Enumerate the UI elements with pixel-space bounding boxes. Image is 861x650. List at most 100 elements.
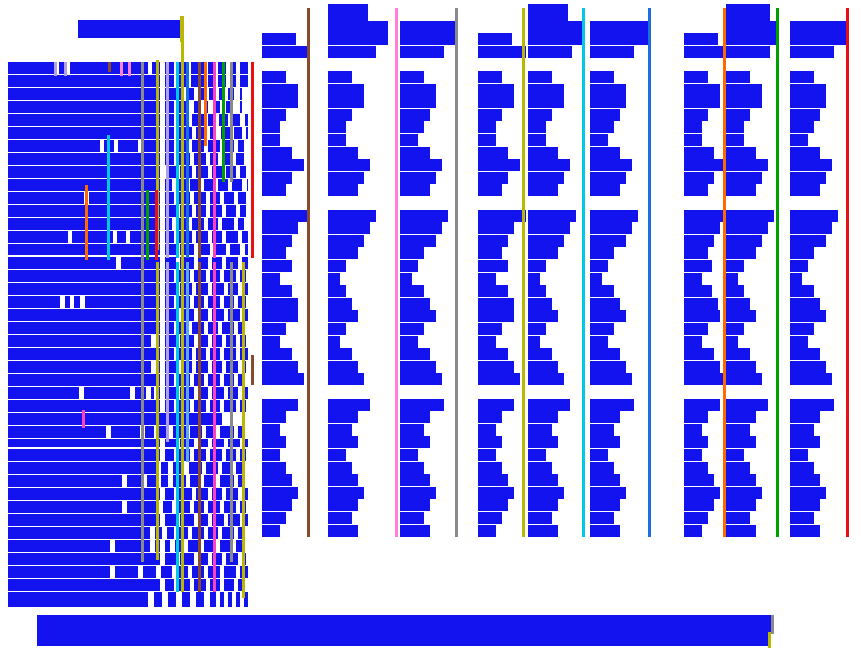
conservation-gap [246,449,249,461]
conservation-gap [160,400,165,412]
conservation-gap [113,231,117,243]
conservation-gap [160,296,165,308]
column-group-row [726,171,762,184]
feature-line-23[interactable] [156,262,159,560]
group-edge-marker-g3[interactable] [455,8,458,538]
column-group-row [790,83,826,96]
column-group-row [328,234,364,247]
group-edge-marker-g6[interactable] [648,8,651,538]
column-group-row [528,297,552,310]
column-group-row [328,398,370,411]
feature-line-33[interactable] [82,410,85,428]
group-edge-marker-g4[interactable] [522,8,525,538]
feature-line-9[interactable] [176,62,179,258]
conservation-gap [246,400,249,412]
column-group-row [726,449,744,461]
conservation-gap [222,335,226,347]
feature-line-16[interactable] [230,62,233,182]
conservation-gap [64,62,70,74]
column-group-row [726,96,762,109]
conservation-gap [194,439,198,448]
group-edge-marker-g1[interactable] [307,8,310,538]
column-group-row [726,234,762,247]
feature-line-6[interactable] [141,62,144,262]
column-group-row [684,524,702,537]
conservation-gap [176,592,182,607]
column-group-row [790,436,820,449]
bottom-bar-segment-1[interactable] [37,615,773,632]
feature-line-18[interactable] [85,185,88,260]
conservation-gap [238,387,242,399]
column-group-row [400,121,424,134]
feature-line-17[interactable] [251,62,254,258]
feature-line-7[interactable] [156,60,159,250]
column-group-row [528,171,564,184]
feature-line-3[interactable] [108,62,111,72]
column-group-row [528,33,583,46]
feature-line-31[interactable] [242,262,245,598]
bottom-bar-edge-marker-1[interactable] [771,615,774,634]
group-edge-marker-g5[interactable] [582,8,585,538]
column-group-row [790,474,820,487]
conservation-gap [246,361,249,373]
conservation-gap [160,101,165,113]
column-group-row [328,209,376,222]
conservation-gap [68,231,72,243]
feature-line-11[interactable] [186,62,189,258]
conservation-gap [172,218,176,230]
conservation-gap [220,501,224,513]
feature-line-4[interactable] [120,62,123,76]
column-group-row [684,234,714,247]
feature-line-8[interactable] [166,62,169,258]
conservation-gap [202,462,206,474]
bottom-bar-edge-marker-2[interactable] [768,632,771,648]
feature-line-12[interactable] [198,62,201,258]
column-group-row [528,323,546,335]
conservation-gap [122,475,127,487]
column-group-row [590,423,614,436]
feature-line-21[interactable] [155,190,158,260]
group-edge-marker-g8[interactable] [776,8,779,538]
feature-line-19[interactable] [107,135,110,260]
feature-line-15[interactable] [222,62,225,182]
band-separator [8,255,248,257]
column-group-row [590,360,626,373]
feature-line-10[interactable] [181,16,184,262]
top-bar-segment-1[interactable] [78,20,182,38]
feature-line-28[interactable] [198,262,201,592]
feature-line-25[interactable] [176,262,179,592]
feature-line-22[interactable] [141,262,144,562]
feature-line-27[interactable] [186,262,189,462]
column-group-row [528,474,558,487]
feature-line-1[interactable] [54,62,57,76]
feature-line-20[interactable] [146,190,149,260]
conservation-gap [208,387,212,399]
feature-line-2[interactable] [64,62,67,76]
feature-line-32[interactable] [251,355,254,385]
feature-line-26[interactable] [181,262,184,592]
column-group-row [400,411,430,424]
feature-line-29[interactable] [213,262,216,592]
column-group-row [528,222,570,235]
conservation-gap [151,361,156,373]
feature-line-24[interactable] [166,262,169,442]
column-group-row [590,83,626,96]
conservation-gap [192,166,196,178]
column-group-row [590,260,608,272]
group-edge-marker-g7[interactable] [723,8,726,538]
column-group-row [400,33,456,46]
group-edge-marker-g2[interactable] [395,8,398,538]
feature-line-14[interactable] [213,62,216,258]
conservation-gap [226,244,230,255]
group-edge-marker-g9[interactable] [846,8,849,538]
feature-line-5[interactable] [128,62,131,76]
column-group-row [684,247,708,260]
bottom-bar-segment-2[interactable] [37,632,770,646]
feature-line-13[interactable] [204,62,207,146]
feature-line-30[interactable] [230,262,233,562]
conservation-gap [208,361,212,373]
conservation-gap [234,475,238,487]
